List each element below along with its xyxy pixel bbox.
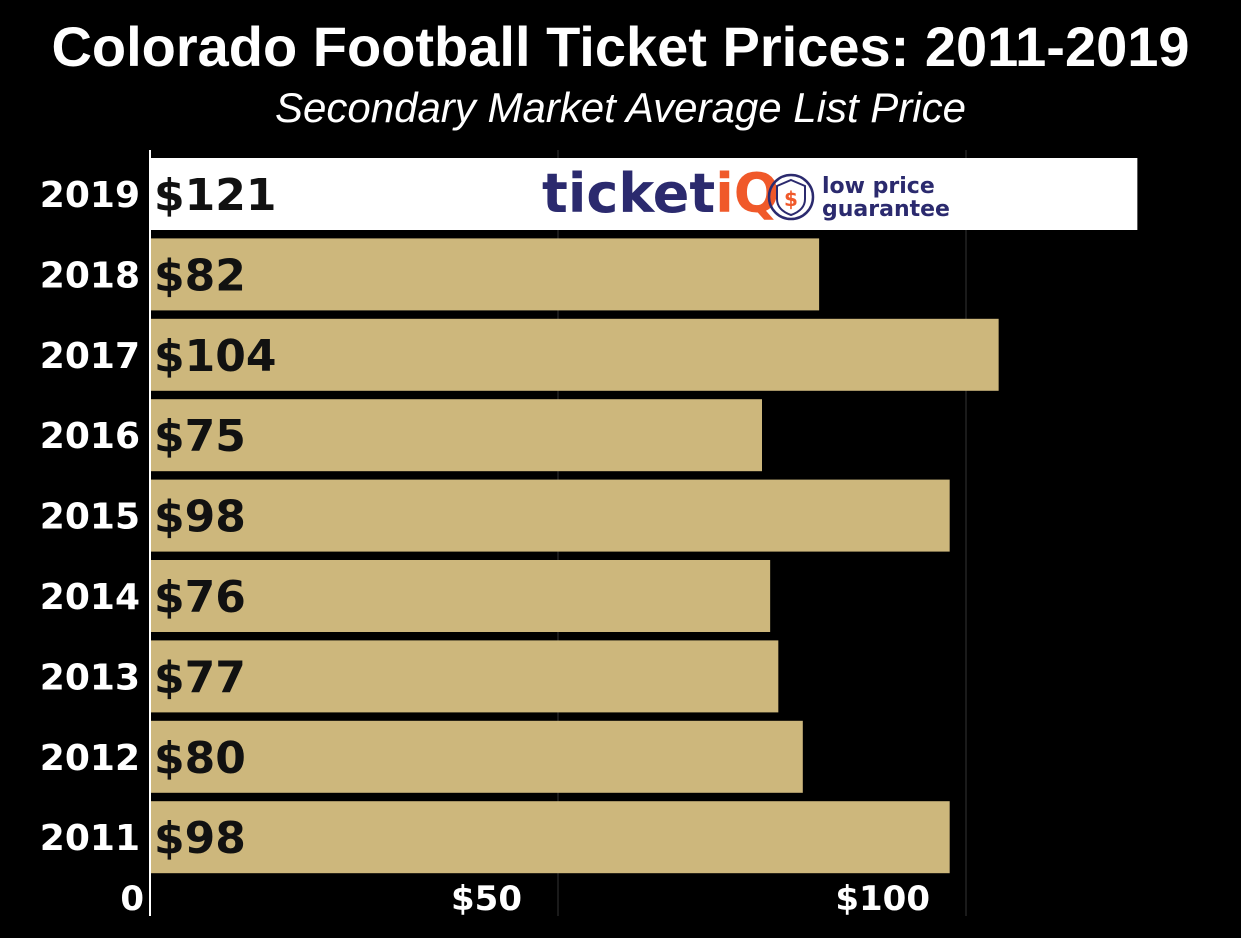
y-tick-label-2018: 2018	[40, 255, 140, 296]
x-tick-label-0: 0	[120, 879, 144, 919]
badge-dollar-symbol: $	[784, 187, 798, 211]
bar-2011	[150, 801, 950, 874]
bar-2016	[150, 399, 762, 472]
bar-2013	[150, 640, 779, 713]
bar-2014	[150, 560, 771, 632]
y-tick-label-2012: 2012	[40, 738, 140, 779]
data-label-2017: $104	[154, 331, 276, 382]
data-label-2014: $76	[154, 572, 246, 623]
data-label-2019: $121	[154, 170, 276, 221]
bar-2018	[150, 238, 820, 311]
y-tick-label-2011: 2011	[40, 818, 140, 859]
y-tick-label-2013: 2013	[40, 657, 140, 698]
data-label-2013: $77	[154, 652, 246, 703]
chart-subtitle: Secondary Market Average List Price	[275, 84, 966, 131]
data-label-2012: $80	[154, 733, 246, 784]
y-tick-label-2014: 2014	[40, 577, 140, 618]
x-tick-label-2: $100	[835, 879, 930, 919]
bar-2015	[150, 479, 950, 552]
logo-tagline-line1: low price	[822, 174, 935, 199]
chart-title: Colorado Football Ticket Prices: 2011-20…	[51, 15, 1190, 78]
bars: $121 $82 $104 $75 $98 $76 $77 $80 $98	[150, 158, 1138, 874]
bar-2017	[150, 318, 999, 391]
bar-2012	[150, 720, 803, 793]
axes: 0 $50 $100 2019 2018 2017 2016 2015 2014 2013 2012…	[40, 150, 930, 919]
bar-2019	[150, 158, 1138, 230]
y-tick-label-2015: 2015	[40, 497, 140, 538]
data-label-2011: $98	[154, 813, 246, 864]
data-label-2015: $98	[154, 492, 246, 543]
y-tick-label-2017: 2017	[40, 336, 140, 377]
data-label-2018: $82	[154, 250, 246, 301]
shield-dollar-icon: $	[767, 173, 815, 221]
y-tick-label-2016: 2016	[40, 416, 140, 457]
data-label-2016: $75	[154, 411, 246, 462]
y-tick-label-2019: 2019	[40, 175, 140, 216]
logo-tagline-line2: guarantee	[822, 197, 950, 222]
logo-wordmark: ticketiQ	[542, 162, 780, 225]
x-tick-label-1: $50	[451, 879, 522, 919]
